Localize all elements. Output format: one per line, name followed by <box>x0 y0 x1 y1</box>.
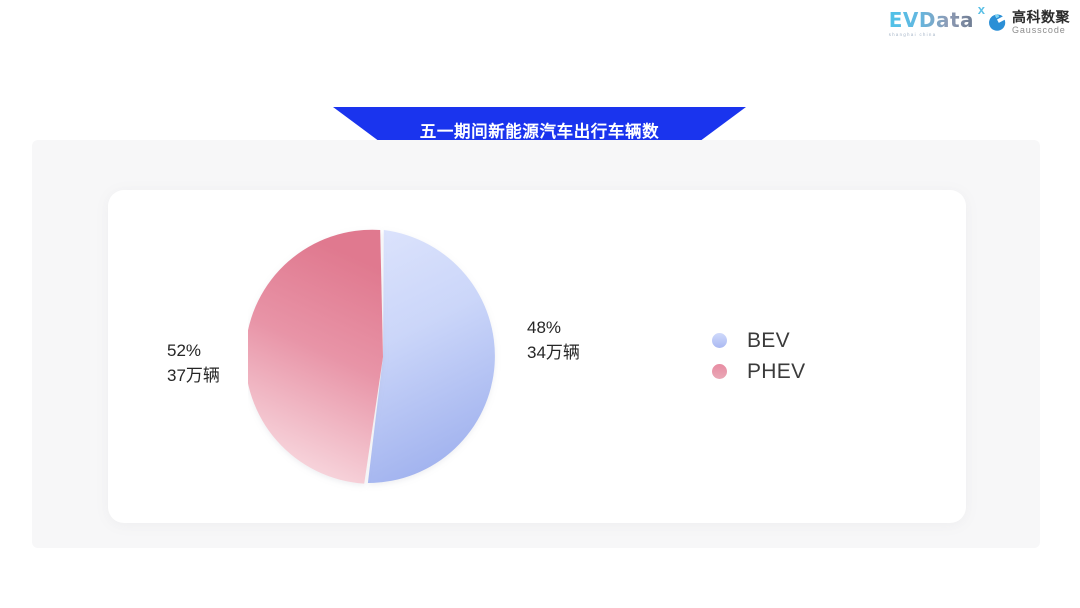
evdata-logo-superscript-x: x <box>977 2 985 17</box>
gausscode-logo-text: 高科数聚 Gausscode <box>1012 11 1070 35</box>
chart-title: 五一期间新能源汽车出行车辆数 <box>419 122 660 141</box>
evdata-logo-subtitle: shanghai china <box>888 32 937 37</box>
gausscode-logo: 高科数聚 Gausscode <box>988 11 1070 35</box>
evdata-logo: EVData x shanghai china <box>888 3 985 37</box>
evdata-logo-wordmark: EVData <box>888 8 974 32</box>
header-logos: EVData x shanghai china 高科数聚 Gausscode <box>888 3 1070 37</box>
gausscode-mark-icon <box>988 13 1007 32</box>
gausscode-logo-cn: 高科数聚 <box>1012 9 1070 26</box>
gausscode-logo-en: Gausscode <box>1012 24 1066 35</box>
chart-card <box>108 190 966 523</box>
